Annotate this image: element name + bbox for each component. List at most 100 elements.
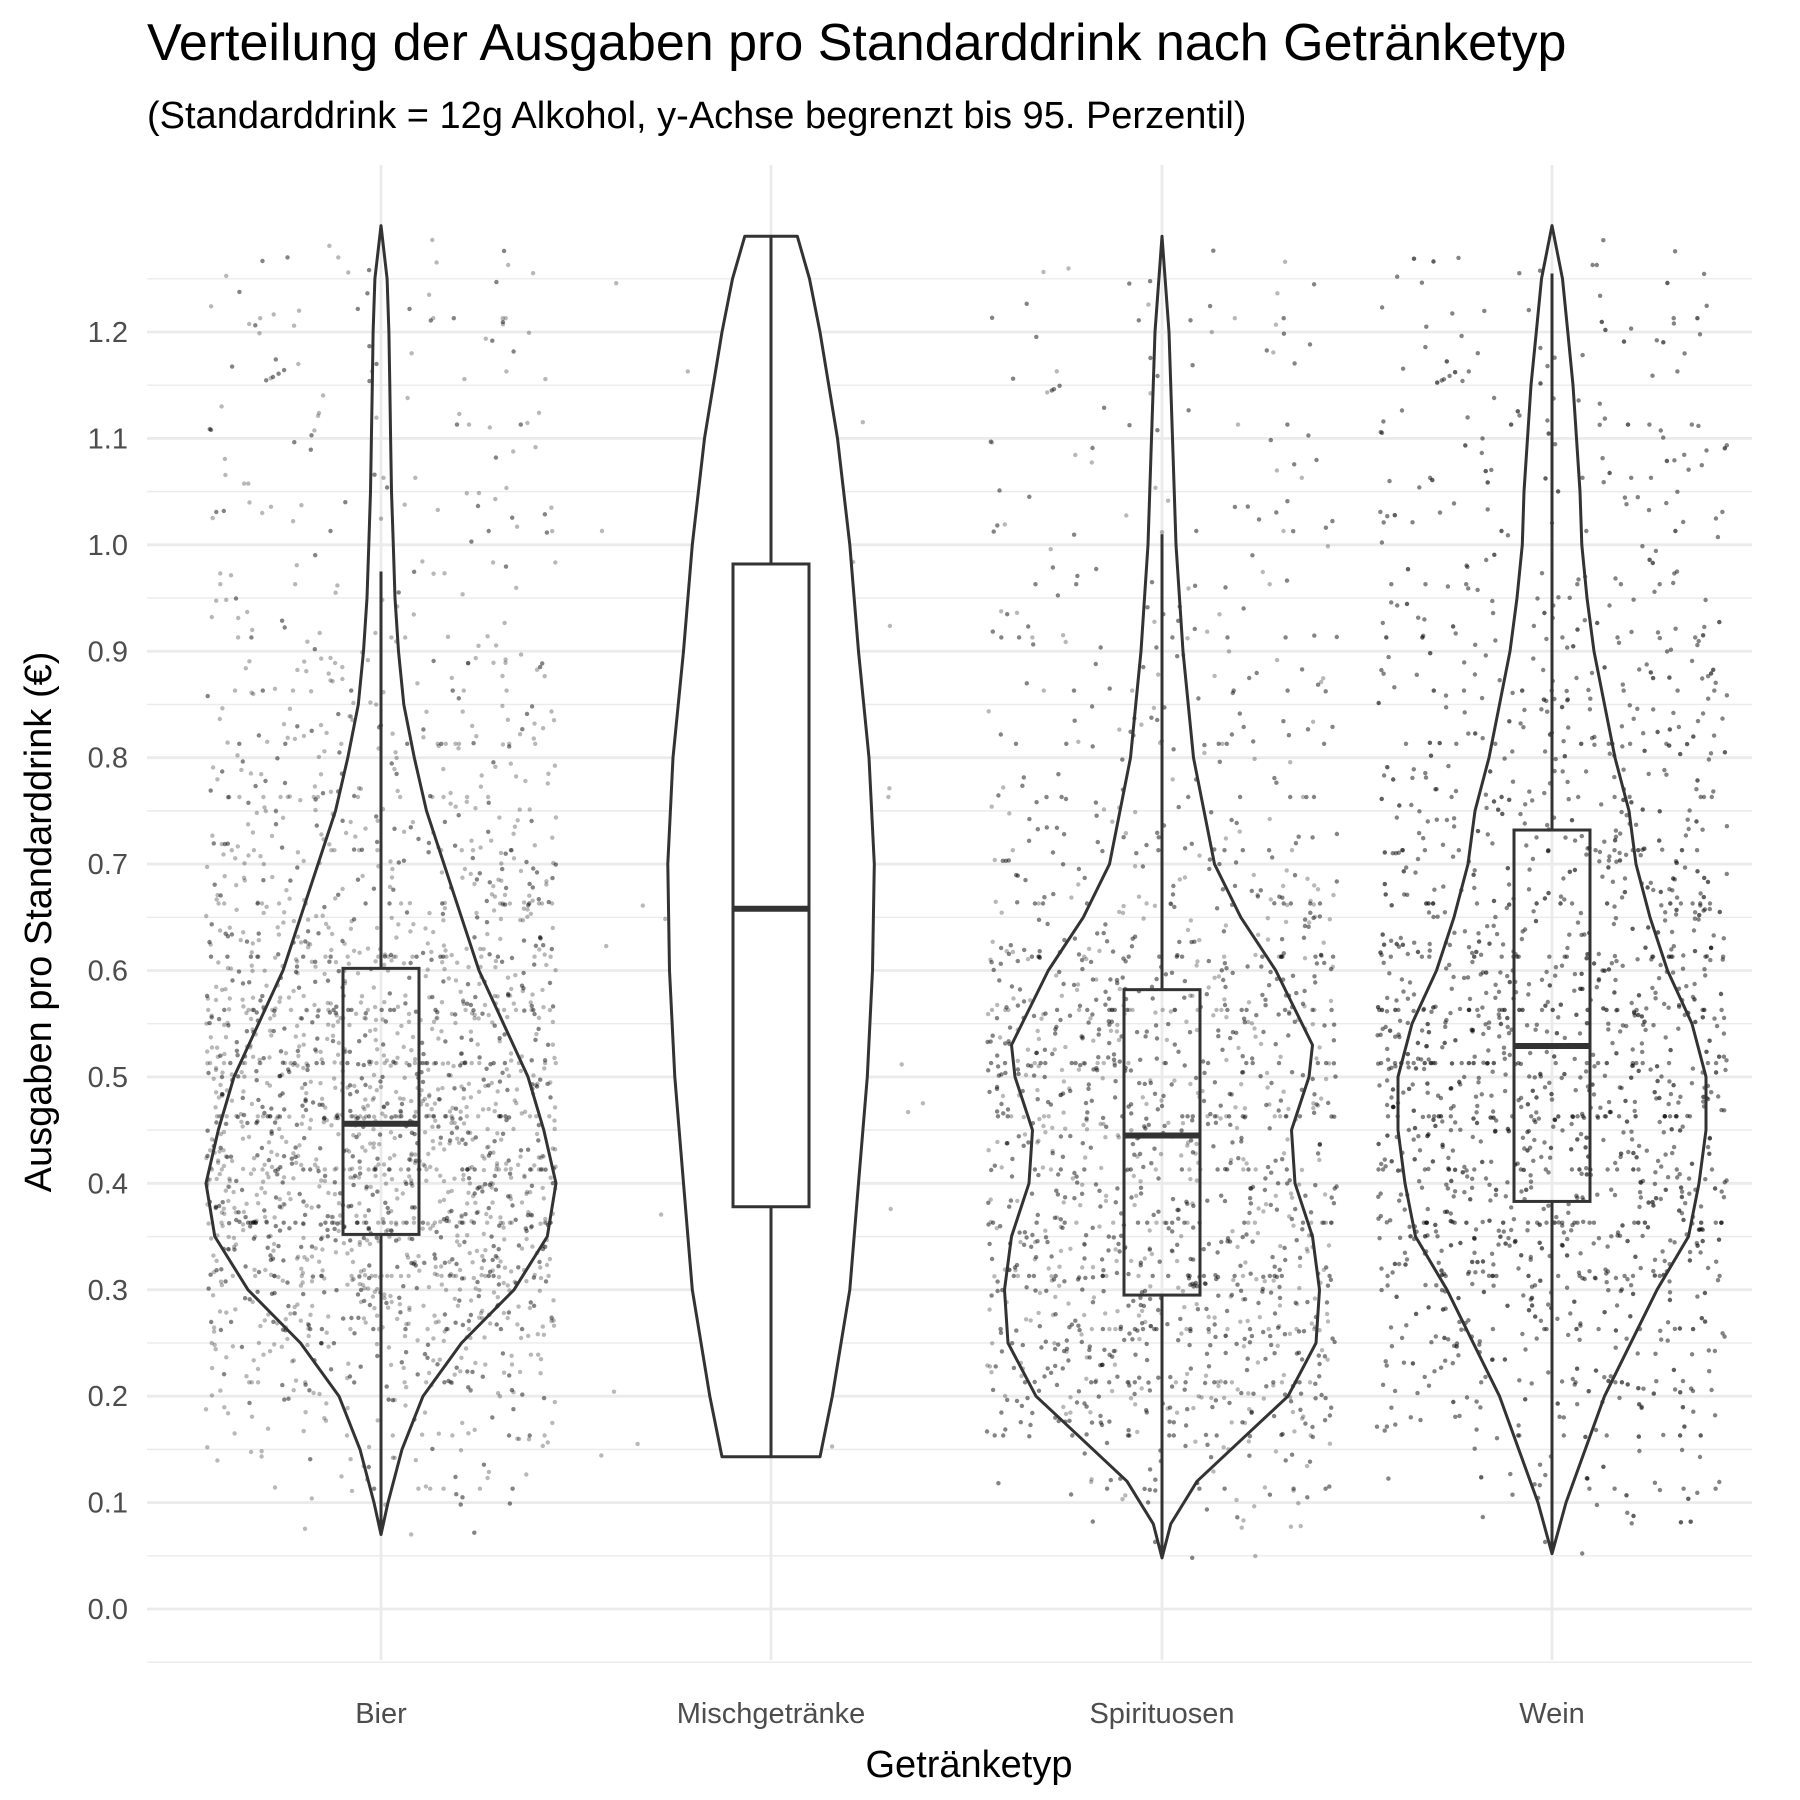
data-point: [382, 1292, 387, 1297]
data-point: [411, 1220, 417, 1225]
data-point: [442, 571, 447, 576]
data-point: [378, 1079, 383, 1084]
data-point: [464, 794, 470, 800]
data-point: [439, 1273, 444, 1279]
data-point: [313, 959, 318, 964]
data-point: [240, 1124, 245, 1129]
data-point: [358, 1000, 364, 1005]
data-point: [999, 1165, 1004, 1170]
data-point: [472, 1530, 477, 1535]
data-point: [359, 1076, 364, 1081]
data-point: [1245, 1318, 1250, 1324]
data-point: [536, 897, 541, 902]
data-point: [547, 1007, 553, 1013]
data-point: [538, 1371, 543, 1376]
data-point: [320, 913, 325, 918]
data-point: [1212, 673, 1217, 679]
data-point: [288, 878, 293, 883]
data-point: [532, 962, 537, 967]
data-point: [1134, 1193, 1139, 1199]
data-point: [336, 1132, 341, 1137]
data-point: [553, 862, 558, 867]
data-point: [299, 1016, 304, 1021]
data-point: [311, 1390, 316, 1396]
data-point: [333, 896, 338, 901]
data-point: [300, 1280, 305, 1285]
data-point: [476, 643, 481, 648]
data-point: [329, 931, 335, 937]
data-point: [451, 316, 456, 321]
data-point: [350, 1114, 355, 1119]
data-point: [205, 1049, 210, 1054]
data-point: [247, 1297, 252, 1302]
data-point: [465, 1233, 470, 1238]
data-point: [326, 671, 331, 676]
data-point: [1046, 1114, 1051, 1119]
data-point: [382, 1172, 387, 1177]
data-point: [1311, 1105, 1316, 1111]
data-point: [477, 1287, 482, 1293]
data-point: [419, 1432, 425, 1437]
data-point: [470, 1369, 475, 1375]
data-point: [292, 1060, 297, 1066]
data-point: [483, 336, 488, 341]
data-point: [542, 1058, 548, 1063]
data-point: [376, 1162, 381, 1167]
data-point: [1179, 954, 1185, 959]
data-point: [301, 1221, 306, 1226]
data-point: [280, 1382, 285, 1388]
data-point: [416, 836, 421, 842]
data-point: [375, 1156, 380, 1161]
data-point: [1127, 1331, 1132, 1336]
data-point: [411, 569, 417, 574]
data-point: [1120, 975, 1125, 980]
data-point: [305, 1257, 310, 1262]
data-point: [1005, 612, 1010, 617]
data-point: [240, 997, 245, 1002]
data-point: [516, 1265, 521, 1270]
data-point: [318, 722, 324, 728]
data-point: [315, 1008, 321, 1014]
data-point: [496, 1282, 502, 1287]
data-point: [380, 1074, 385, 1080]
data-point: [294, 1122, 300, 1128]
data-point: [399, 1360, 404, 1365]
data-point: [450, 1105, 455, 1111]
data-point: [438, 1141, 443, 1146]
data-point: [1289, 1452, 1295, 1457]
data-point: [529, 1224, 534, 1229]
data-point: [276, 1243, 281, 1249]
data-point: [1229, 1420, 1234, 1425]
data-point: [1120, 910, 1126, 916]
data-point: [534, 1114, 539, 1119]
data-point: [408, 825, 413, 830]
data-point: [551, 718, 557, 723]
data-point: [500, 1070, 505, 1076]
data-point: [213, 1347, 218, 1352]
data-point: [318, 1081, 323, 1086]
data-point: [463, 1007, 468, 1013]
data-point: [205, 1153, 210, 1159]
data-point: [375, 1047, 380, 1052]
data-point: [529, 1003, 534, 1009]
data-point: [1315, 887, 1321, 892]
data-point: [491, 1273, 496, 1279]
data-point: [1252, 1026, 1257, 1031]
data-point: [293, 582, 298, 587]
data-point: [240, 1136, 246, 1141]
data-point: [460, 1137, 465, 1142]
data-point: [269, 1291, 275, 1297]
data-point: [439, 870, 445, 875]
data-point: [396, 860, 401, 865]
data-point: [490, 560, 496, 565]
data-point: [469, 539, 474, 544]
data-point: [530, 992, 535, 997]
data-point: [1253, 1034, 1258, 1039]
data-point: [436, 1319, 441, 1324]
data-point: [1050, 1051, 1055, 1057]
data-point: [1241, 606, 1246, 611]
data-point: [498, 1326, 504, 1332]
data-point: [220, 1092, 225, 1097]
data-point: [452, 843, 458, 848]
data-point: [1076, 1067, 1082, 1072]
